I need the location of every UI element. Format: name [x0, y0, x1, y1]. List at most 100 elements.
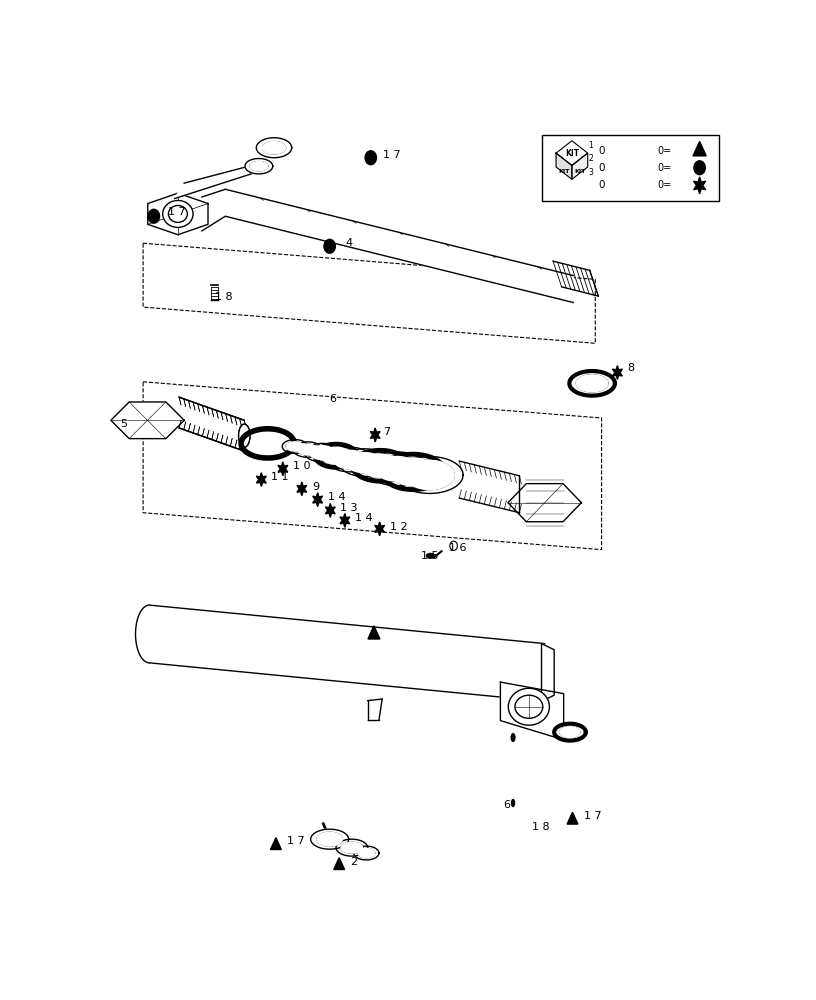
- Polygon shape: [326, 503, 335, 517]
- Text: KIT: KIT: [558, 169, 570, 174]
- Circle shape: [324, 239, 335, 253]
- Text: 1 1: 1 1: [272, 472, 289, 482]
- Ellipse shape: [508, 688, 549, 725]
- Polygon shape: [270, 838, 282, 849]
- Polygon shape: [293, 442, 322, 457]
- Text: 6: 6: [330, 394, 337, 404]
- Polygon shape: [334, 858, 344, 870]
- Polygon shape: [576, 375, 608, 392]
- Polygon shape: [353, 450, 408, 481]
- Text: 1 2: 1 2: [390, 522, 407, 532]
- Text: 1 4: 1 4: [328, 492, 345, 502]
- Text: 2: 2: [588, 154, 593, 163]
- Text: 4: 4: [345, 238, 353, 248]
- Polygon shape: [297, 444, 317, 455]
- Text: 0=: 0=: [658, 180, 672, 190]
- Polygon shape: [256, 473, 266, 487]
- Ellipse shape: [511, 799, 515, 807]
- Polygon shape: [340, 513, 350, 527]
- Text: 1 4: 1 4: [355, 513, 373, 523]
- Text: 1 5: 1 5: [421, 551, 439, 561]
- Polygon shape: [508, 484, 581, 522]
- Text: 7: 7: [384, 427, 391, 437]
- Polygon shape: [542, 644, 554, 701]
- Text: 2: 2: [351, 857, 357, 867]
- Polygon shape: [148, 193, 208, 235]
- Polygon shape: [321, 447, 351, 464]
- Polygon shape: [694, 177, 706, 194]
- Polygon shape: [297, 482, 307, 496]
- Text: 0: 0: [598, 180, 605, 190]
- Polygon shape: [613, 366, 623, 379]
- Text: 9: 9: [312, 482, 319, 492]
- Polygon shape: [375, 522, 384, 536]
- Circle shape: [365, 151, 376, 165]
- Ellipse shape: [511, 733, 516, 742]
- Text: 0: 0: [598, 146, 605, 156]
- Polygon shape: [500, 682, 564, 740]
- Polygon shape: [263, 142, 286, 154]
- Polygon shape: [367, 452, 427, 486]
- Text: 1 8: 1 8: [215, 292, 233, 302]
- Polygon shape: [250, 162, 268, 171]
- Polygon shape: [353, 846, 379, 860]
- Text: 6: 6: [503, 800, 511, 810]
- Text: 1: 1: [588, 141, 593, 150]
- Ellipse shape: [238, 424, 250, 447]
- Polygon shape: [560, 727, 580, 738]
- Polygon shape: [556, 141, 588, 165]
- Polygon shape: [375, 456, 418, 481]
- Ellipse shape: [515, 695, 543, 718]
- Text: 5: 5: [120, 419, 126, 429]
- Polygon shape: [135, 605, 149, 663]
- Polygon shape: [339, 449, 390, 477]
- Polygon shape: [180, 397, 244, 451]
- Polygon shape: [327, 447, 373, 472]
- Text: 8: 8: [627, 363, 634, 373]
- Polygon shape: [245, 159, 273, 174]
- Polygon shape: [360, 454, 401, 477]
- Polygon shape: [382, 454, 445, 490]
- Polygon shape: [572, 153, 588, 179]
- Polygon shape: [202, 189, 225, 231]
- Text: 3: 3: [588, 168, 593, 177]
- Polygon shape: [693, 141, 706, 156]
- Polygon shape: [311, 829, 348, 849]
- Polygon shape: [368, 626, 380, 639]
- Polygon shape: [317, 832, 343, 846]
- Polygon shape: [358, 848, 375, 858]
- Text: 1 6: 1 6: [449, 543, 466, 553]
- Text: 1 3: 1 3: [340, 503, 358, 513]
- Ellipse shape: [162, 200, 193, 227]
- Polygon shape: [556, 153, 572, 179]
- Polygon shape: [346, 453, 383, 473]
- Polygon shape: [256, 138, 292, 158]
- Polygon shape: [370, 428, 380, 442]
- Polygon shape: [225, 189, 573, 302]
- Text: 1 0: 1 0: [293, 461, 310, 471]
- Polygon shape: [396, 456, 463, 493]
- Polygon shape: [313, 493, 322, 507]
- Polygon shape: [286, 442, 304, 451]
- Polygon shape: [459, 461, 519, 513]
- Polygon shape: [278, 462, 288, 476]
- Text: 0=: 0=: [658, 146, 672, 156]
- Text: KIT: KIT: [565, 149, 579, 158]
- Circle shape: [694, 161, 705, 175]
- Polygon shape: [570, 371, 615, 396]
- Polygon shape: [405, 460, 455, 490]
- Text: KIT: KIT: [574, 169, 586, 174]
- Circle shape: [149, 209, 160, 223]
- Polygon shape: [315, 444, 357, 467]
- Polygon shape: [334, 450, 366, 469]
- Polygon shape: [282, 440, 308, 453]
- Text: 1 7: 1 7: [287, 836, 305, 846]
- Bar: [542, 135, 719, 201]
- Polygon shape: [309, 446, 335, 460]
- Polygon shape: [304, 443, 339, 462]
- Text: 1 7: 1 7: [384, 150, 401, 160]
- Polygon shape: [149, 605, 545, 701]
- Polygon shape: [111, 402, 184, 439]
- Text: 1 7: 1 7: [584, 811, 601, 821]
- Polygon shape: [390, 458, 437, 486]
